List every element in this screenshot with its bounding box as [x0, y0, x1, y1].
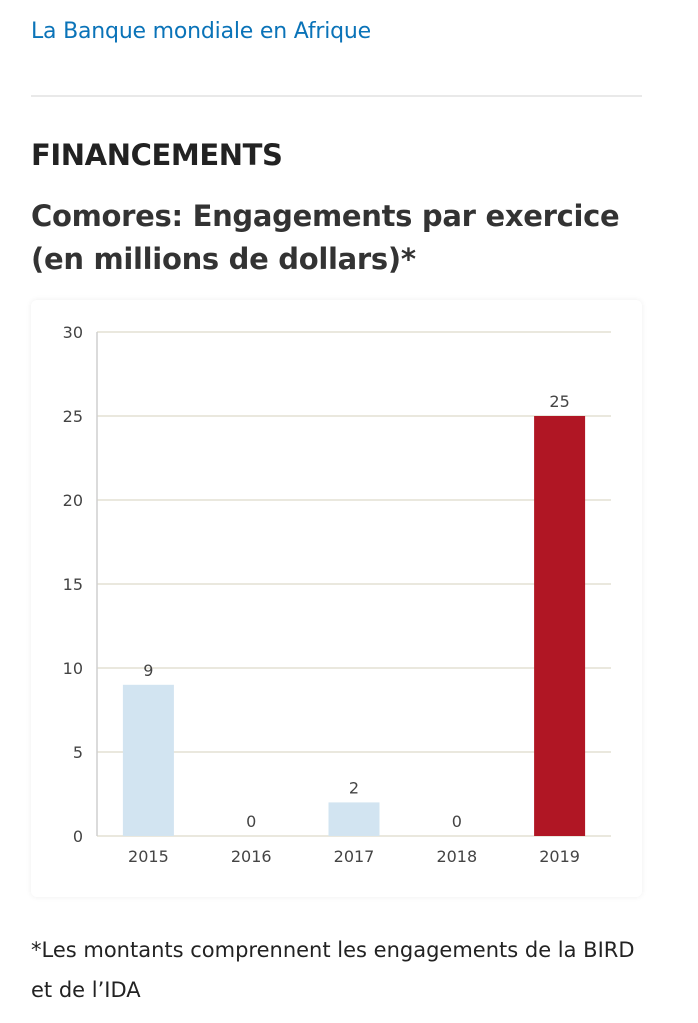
bar-2017 — [328, 802, 380, 836]
x-tick-label: 2017 — [334, 847, 375, 866]
footnote: *Les montants comprennent les engagement… — [31, 938, 635, 1002]
y-tick-label: 0 — [73, 827, 83, 846]
x-tick-label: 2019 — [539, 847, 580, 866]
section-heading: FINANCEMENTS — [31, 138, 283, 172]
y-tick-label: 20 — [63, 491, 83, 510]
chart-card: 0 5 10 15 20 25 30 9 2015 0 2016 2 2017 0 2018 25 2019 — [31, 300, 642, 897]
x-tick-label: 2015 — [128, 847, 169, 866]
y-tick-label: 15 — [63, 575, 83, 594]
data-label: 9 — [143, 661, 153, 680]
bar-chart: 0 5 10 15 20 25 30 9 2015 0 2016 2 2017 0 2018 25 2019 — [63, 323, 611, 866]
y-tick-label: 30 — [63, 323, 83, 342]
y-tick-label: 10 — [63, 659, 83, 678]
divider — [31, 95, 642, 97]
data-label: 25 — [549, 392, 569, 411]
bar-2019 — [534, 416, 586, 836]
data-label: 2 — [349, 778, 359, 797]
x-tick-label: 2018 — [436, 847, 477, 866]
y-tick-label: 5 — [73, 743, 83, 762]
y-tick-label: 25 — [63, 407, 83, 426]
bar-2015 — [122, 684, 174, 836]
chart-title: Comores: Engagements par exercice (en mi… — [31, 199, 620, 276]
africa-link[interactable]: La Banque mondiale en Afrique — [31, 19, 372, 44]
data-label: 0 — [452, 812, 462, 831]
data-label: 0 — [246, 812, 256, 831]
x-tick-label: 2016 — [231, 847, 272, 866]
